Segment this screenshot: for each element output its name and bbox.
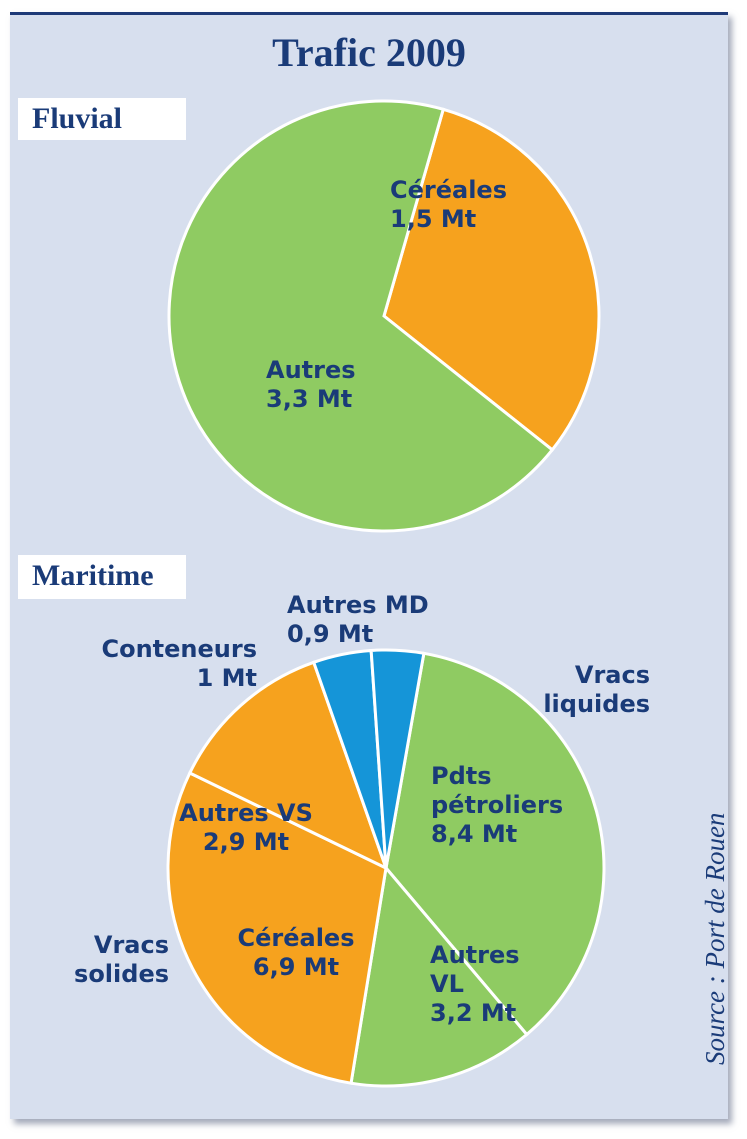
- fluvial-label-cereales: Céréales 1,5 Mt: [390, 176, 507, 233]
- maritime-slice-autres-md: [369, 648, 426, 869]
- pie-labels: Céréales 1,5 Mt Autres 3,3 Mt 8,4 Mt Autres VL…: [74, 176, 650, 1027]
- fluvial-slice-autres: [167, 99, 555, 533]
- maritime-pie: [166, 648, 606, 1088]
- maritime-group-vracs-liquides: Vracs liquides: [543, 661, 650, 718]
- maritime-slice-autres-vl: [349, 864, 529, 1088]
- fluvial-slice-cereales: [382, 107, 601, 452]
- maritime-chart-title: Maritime: [18, 555, 186, 599]
- maritime-label-pdts-petroliers: Pdts pétroliers: [431, 762, 563, 819]
- maritime-label-cereales: Céréales 6,9 Mt: [238, 924, 355, 981]
- maritime-group-vracs-solides: Vracs solides: [74, 931, 169, 988]
- fluvial-chart-title: Fluvial: [18, 98, 186, 140]
- maritime-slice-pdts-petroliers: [384, 651, 606, 1037]
- maritime-label-conteneurs: Conteneurs 1 Mt: [101, 635, 257, 692]
- maritime-slice-autres-vs: [187, 660, 389, 871]
- fluvial-pie: [167, 99, 601, 533]
- maritime-value-pdts-petroliers: 8,4 Mt: [431, 820, 517, 848]
- maritime-label-autres-vs: Autres VS 2,9 Mt: [179, 799, 313, 856]
- maritime-label-autres-md: Autres MD 0,9 Mt: [287, 591, 429, 648]
- chart-title: Trafic 2009: [272, 30, 466, 75]
- maritime-slice-cereales: [166, 770, 388, 1085]
- fluvial-label-autres: Autres 3,3 Mt: [266, 356, 356, 413]
- maritime-label-autres-vl: Autres VL 3,2 Mt: [430, 941, 520, 1027]
